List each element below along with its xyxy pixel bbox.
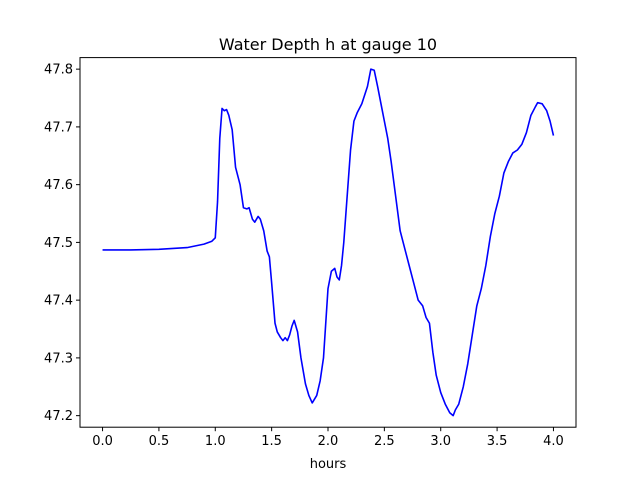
x-tick-label: 2.0 xyxy=(318,434,339,449)
plot-area xyxy=(102,68,555,417)
y-tick-label: 47.4 xyxy=(44,294,73,309)
x-tick-label: 0.5 xyxy=(149,434,170,449)
x-axis: 0.0 0.5 1.0 1.5 2.0 2.5 3.0 3.5 4.0 xyxy=(92,427,564,449)
y-tick-label: 47.7 xyxy=(44,120,73,135)
y-tick-label: 47.8 xyxy=(44,63,73,78)
chart-title: Water Depth h at gauge 10 xyxy=(219,35,437,54)
x-tick-label: 1.0 xyxy=(205,434,226,449)
x-tick-label: 1.5 xyxy=(261,434,282,449)
x-tick-label: 3.5 xyxy=(487,434,508,449)
y-tick-label: 47.3 xyxy=(44,351,73,366)
x-tick-label: 0.0 xyxy=(92,434,113,449)
x-tick-label: 4.0 xyxy=(543,434,564,449)
y-tick-label: 47.6 xyxy=(44,178,73,193)
y-tick-label: 47.5 xyxy=(44,236,73,251)
y-axis: 47.2 47.3 47.4 47.5 47.6 47.7 47.8 xyxy=(44,63,80,424)
y-tick-label: 47.2 xyxy=(44,409,73,424)
x-tick-label: 3.0 xyxy=(430,434,451,449)
series-line-0 xyxy=(102,68,555,417)
x-tick-label: 2.5 xyxy=(374,434,395,449)
x-axis-label: hours xyxy=(310,457,347,472)
